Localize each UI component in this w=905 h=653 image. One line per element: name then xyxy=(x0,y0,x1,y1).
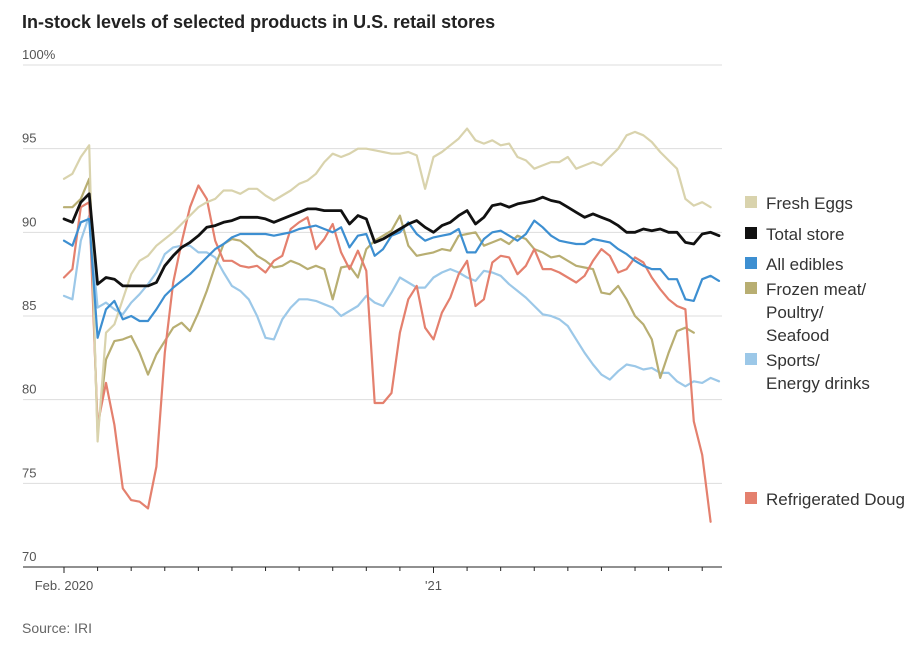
x-axis: Feb. 2020 '21 xyxy=(35,567,703,593)
source-note: Source: IRI xyxy=(22,620,93,636)
legend-label: Frozen meat/ xyxy=(766,280,866,299)
x-tick-label: Feb. 2020 xyxy=(35,578,94,593)
x-tick-label: '21 xyxy=(425,578,442,593)
legend: Fresh Eggs Total store All edibles Frozen m… xyxy=(745,194,905,509)
legend-label: Energy drinks xyxy=(766,374,870,393)
legend-swatch xyxy=(745,196,757,208)
chart-title: In-stock levels of selected products in … xyxy=(22,12,496,32)
legend-swatch xyxy=(745,227,757,239)
y-tick-label: 85 xyxy=(22,298,36,313)
series-line-sports-energy-drinks xyxy=(62,214,721,388)
series-line-all-edibles xyxy=(62,217,721,339)
series-line-total-store xyxy=(62,192,721,288)
y-tick-label: 80 xyxy=(22,382,36,397)
legend-label: Refrigerated Dough xyxy=(766,490,905,509)
legend-label: Seafood xyxy=(766,326,829,345)
y-tick-label: 75 xyxy=(22,465,36,480)
legend-swatch xyxy=(745,353,757,365)
y-tick-label: 100% xyxy=(22,47,56,62)
y-tick-label: 90 xyxy=(22,214,36,229)
legend-label: Sports/ xyxy=(766,351,820,370)
legend-label: Fresh Eggs xyxy=(766,194,853,213)
legend-swatch xyxy=(745,257,757,269)
legend-label: Poultry/ xyxy=(766,303,824,322)
legend-label: Total store xyxy=(766,225,844,244)
legend-swatch xyxy=(745,282,757,294)
series-lines xyxy=(62,127,721,523)
legend-label: All edibles xyxy=(766,255,844,274)
series-line-fresh-eggs xyxy=(62,127,712,443)
legend-swatch xyxy=(745,492,757,504)
y-tick-label: 95 xyxy=(22,131,36,146)
series-line-refrigerated-dough xyxy=(62,184,712,523)
y-tick-label: 70 xyxy=(22,549,36,564)
